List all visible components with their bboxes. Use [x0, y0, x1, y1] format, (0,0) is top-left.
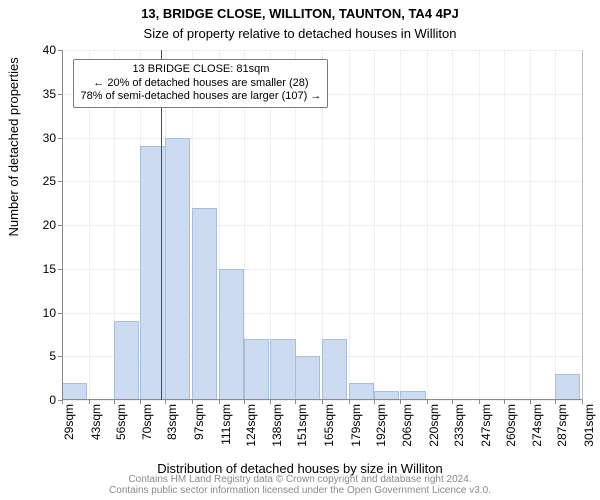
gridline-v: [582, 50, 583, 400]
x-tick-label: 287sqm: [555, 400, 569, 447]
y-tick-label: 35: [26, 87, 56, 101]
x-tick-label: 260sqm: [504, 400, 518, 447]
histogram-bar: [270, 339, 295, 400]
y-tick-label: 25: [26, 174, 56, 188]
plot-area: 051015202530354029sqm43sqm56sqm70sqm83sq…: [62, 50, 582, 400]
gridline-v: [479, 50, 480, 400]
x-tick-label: 138sqm: [270, 400, 284, 447]
histogram-bar: [114, 321, 139, 400]
callout-line: 78% of semi-detached houses are larger (…: [80, 90, 321, 104]
y-tick-label: 0: [26, 393, 56, 407]
x-tick-label: 70sqm: [140, 400, 154, 440]
y-tick-label: 10: [26, 306, 56, 320]
gridline-v: [400, 50, 401, 400]
y-tick-label: 5: [26, 349, 56, 363]
gridline-v: [349, 50, 350, 400]
gridline-v: [374, 50, 375, 400]
property-callout: 13 BRIDGE CLOSE: 81sqm← 20% of detached …: [73, 59, 328, 108]
x-tick-label: 151sqm: [295, 400, 309, 447]
callout-line: ← 20% of detached houses are smaller (28…: [80, 77, 321, 91]
x-tick-label: 83sqm: [165, 400, 179, 440]
histogram-bar: [219, 269, 244, 400]
histogram-bar: [295, 356, 320, 400]
x-tick-label: 111sqm: [219, 400, 233, 445]
histogram-bar: [192, 208, 217, 401]
footer-attribution: Contains HM Land Registry data © Crown c…: [10, 474, 590, 496]
y-tick-label: 40: [26, 43, 56, 57]
gridline-v: [555, 50, 556, 400]
histogram-bar: [62, 383, 87, 401]
plot-inner: 051015202530354029sqm43sqm56sqm70sqm83sq…: [62, 50, 583, 400]
footer-line-2: Contains public sector information licen…: [109, 485, 491, 496]
x-tick-label: 274sqm: [530, 400, 544, 447]
y-tick-label: 30: [26, 131, 56, 145]
x-tick-label: 301sqm: [582, 400, 596, 447]
gridline-v: [530, 50, 531, 400]
histogram-bar: [349, 383, 374, 401]
histogram-bar: [555, 374, 580, 400]
x-tick-label: 233sqm: [452, 400, 466, 447]
x-tick-label: 220sqm: [427, 400, 441, 447]
footer-line-1: Contains HM Land Registry data © Crown c…: [128, 474, 471, 485]
x-tick-label: 97sqm: [192, 400, 206, 440]
y-tick-label: 15: [26, 262, 56, 276]
y-tick-label: 20: [26, 218, 56, 232]
x-tick-label: 124sqm: [244, 400, 258, 447]
gridline-v: [427, 50, 428, 400]
y-axis-line: [62, 50, 63, 400]
histogram-bar: [244, 339, 269, 400]
x-tick-label: 179sqm: [349, 400, 363, 447]
x-axis-line: [62, 399, 582, 400]
x-tick-label: 206sqm: [400, 400, 414, 447]
x-tick-label: 29sqm: [62, 400, 76, 440]
page-title: 13, BRIDGE CLOSE, WILLITON, TAUNTON, TA4…: [0, 6, 600, 21]
gridline-v: [452, 50, 453, 400]
gridline-v: [504, 50, 505, 400]
callout-line: 13 BRIDGE CLOSE: 81sqm: [80, 63, 321, 77]
x-tick-label: 56sqm: [114, 400, 128, 440]
page-subtitle: Size of property relative to detached ho…: [0, 26, 600, 41]
x-tick-label: 165sqm: [322, 400, 336, 447]
x-tick-label: 192sqm: [374, 400, 388, 447]
histogram-bar: [322, 339, 347, 400]
y-axis-label: Number of detached properties: [6, 57, 21, 236]
x-tick-label: 43sqm: [89, 400, 103, 440]
x-tick-label: 247sqm: [479, 400, 493, 447]
histogram-bar: [165, 138, 190, 401]
chart-root: 13, BRIDGE CLOSE, WILLITON, TAUNTON, TA4…: [0, 0, 600, 500]
